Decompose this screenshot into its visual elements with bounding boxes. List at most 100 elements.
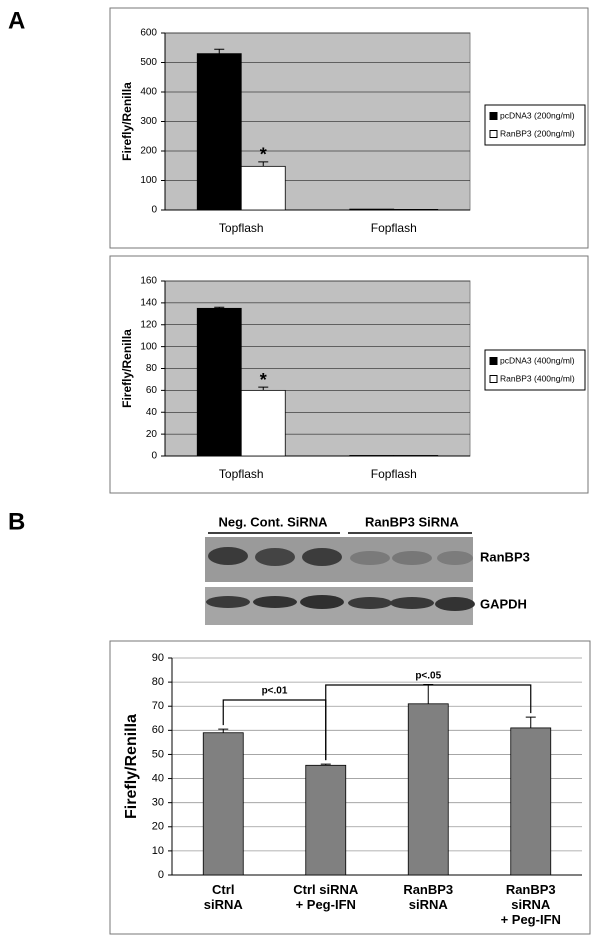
blot-row-label: GAPDH: [480, 596, 527, 611]
bar: [407, 703, 449, 876]
y-tick-label: 50: [152, 748, 164, 760]
bar: [349, 208, 395, 211]
y-tick-label: 40: [152, 772, 164, 784]
legend-swatch: [489, 112, 498, 120]
blot-band: [390, 597, 434, 609]
error-bar: [525, 716, 536, 728]
legend-label: pcDNA3 (400ng/ml): [500, 355, 575, 365]
y-tick-label: 40: [146, 407, 158, 418]
blot-band: [392, 551, 432, 565]
western-blot: Neg. Cont. SiRNA RanBP3 SiRNA RanBP3 GAP…: [205, 514, 530, 625]
bar: [196, 53, 242, 211]
x-tick-label-line: + Peg-IFN: [296, 897, 356, 912]
significance-bracket: [325, 684, 532, 761]
panel-label: A: [8, 7, 25, 34]
blot-band: [300, 595, 344, 609]
annotation: p<.01: [262, 686, 288, 697]
chart-frame: [109, 640, 591, 935]
y-axis-label: Firefly/Renilla: [120, 329, 134, 408]
annotation: *: [260, 145, 267, 165]
y-tick-label: 160: [140, 276, 157, 287]
y-tick-label: 300: [140, 116, 157, 127]
legend-box: [484, 104, 586, 146]
y-tick-label: 80: [146, 363, 158, 374]
y-axis-label: Firefly/Renilla: [123, 714, 140, 819]
error-bar: [258, 161, 269, 167]
x-tick-label: Topflash: [219, 221, 264, 235]
blot-band: [206, 596, 250, 608]
x-tick-label: RanBP3 siRNA: [403, 882, 453, 912]
x-tick-label-line: Ctrl siRNA: [293, 882, 359, 897]
x-tick-label-line: RanBP3: [506, 882, 556, 897]
blot-band: [435, 597, 475, 611]
y-tick-label: 0: [158, 869, 164, 881]
legend-label: RanBP3 (200ng/ml): [500, 128, 575, 138]
blot-band: [348, 597, 392, 609]
x-tick-label: Topflash: [219, 467, 264, 481]
annotation: *: [260, 370, 267, 390]
blot-group-label: Neg. Cont. SiRNA: [218, 514, 328, 529]
bar: [510, 727, 552, 876]
error-bar: [214, 306, 225, 309]
x-tick-label: Ctrl siRNA + Peg-IFN: [293, 882, 359, 912]
y-tick-label: 120: [140, 319, 157, 330]
y-tick-label: 500: [140, 57, 157, 68]
error-bar: [218, 728, 229, 733]
y-tick-label: 60: [152, 724, 164, 736]
bar: [305, 764, 347, 876]
blot-group-label: RanBP3 SiRNA: [365, 514, 460, 529]
legend-swatch: [489, 375, 498, 383]
legend-swatch: [489, 130, 498, 138]
y-tick-label: 100: [140, 341, 157, 352]
x-tick-label-line: siRNA: [511, 897, 551, 912]
panel-label: B: [8, 508, 25, 535]
blot-band: [350, 551, 390, 565]
blot-band: [302, 548, 342, 566]
bar: [393, 455, 439, 457]
bar: [349, 455, 395, 457]
annotation: p<.05: [415, 671, 441, 682]
y-tick-label: 30: [152, 797, 164, 809]
x-tick-label-line: siRNA: [409, 897, 449, 912]
legend-swatch: [489, 357, 498, 365]
y-tick-label: 0: [151, 451, 157, 462]
y-tick-label: 140: [140, 298, 157, 309]
blot-band: [437, 551, 473, 565]
blot-row-label: RanBP3: [480, 549, 530, 564]
bar: [240, 165, 286, 211]
x-tick-label-line: Ctrl: [212, 882, 234, 897]
y-tick-label: 200: [140, 146, 157, 157]
blot-band: [255, 548, 295, 566]
y-tick-label: 0: [151, 205, 157, 216]
bar: [202, 732, 244, 876]
x-tick-label: RanBP3 siRNA + Peg-IFN: [501, 882, 561, 927]
legend-label: RanBP3 (400ng/ml): [500, 373, 575, 383]
y-tick-label: 10: [152, 845, 164, 857]
blot-band: [208, 547, 248, 565]
y-tick-label: 20: [152, 821, 164, 833]
y-tick-label: 70: [152, 700, 164, 712]
error-bar: [258, 386, 269, 391]
legend-box: [484, 349, 586, 391]
y-tick-label: 400: [140, 87, 157, 98]
error-bar: [214, 48, 225, 54]
y-tick-label: 60: [146, 385, 158, 396]
x-tick-label: Ctrl siRNA: [204, 882, 244, 912]
y-axis-label: Firefly/Renilla: [120, 82, 134, 161]
y-tick-label: 90: [152, 652, 164, 664]
bar: [393, 209, 439, 211]
legend-label: pcDNA3 (200ng/ml): [500, 110, 575, 120]
x-tick-label: Fopflash: [371, 467, 417, 481]
x-tick-label-line: + Peg-IFN: [501, 912, 561, 927]
x-tick-label: Fopflash: [371, 221, 417, 235]
y-tick-label: 100: [140, 175, 157, 186]
bar: [196, 307, 242, 457]
blot-band: [253, 596, 297, 608]
x-tick-label-line: siRNA: [204, 897, 244, 912]
bar: [240, 389, 286, 457]
y-tick-label: 80: [152, 676, 164, 688]
x-tick-label-line: RanBP3: [403, 882, 453, 897]
y-tick-label: 20: [146, 429, 158, 440]
